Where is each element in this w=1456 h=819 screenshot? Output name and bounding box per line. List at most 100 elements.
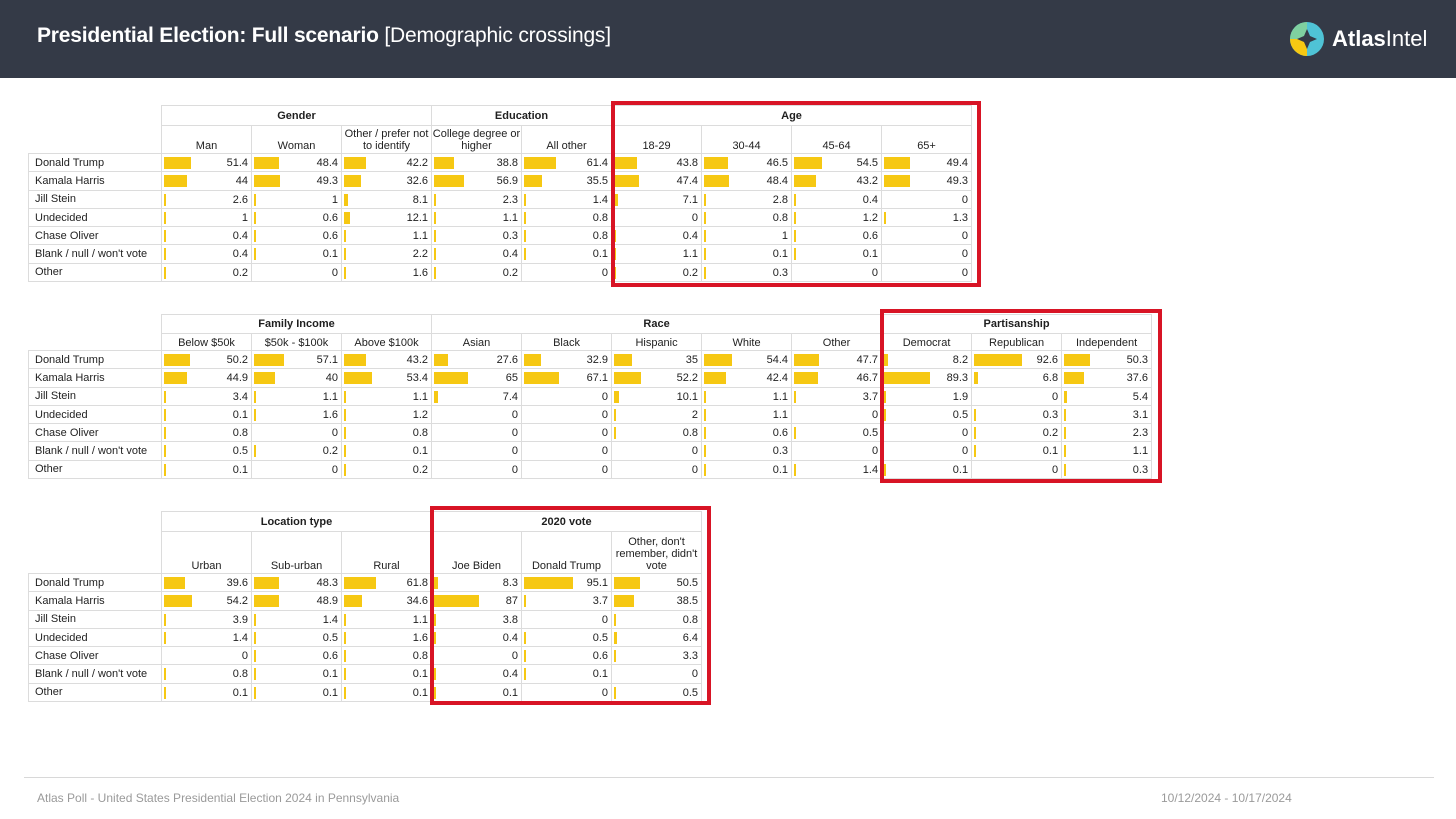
- value-text: 7.4: [502, 390, 519, 403]
- column-header-all-other: All other: [520, 125, 613, 154]
- row-label: Chase Oliver: [28, 226, 162, 246]
- value-text: 0.6: [592, 650, 608, 663]
- value-cell: 0.1: [251, 244, 342, 264]
- value-text: 0.8: [232, 668, 248, 681]
- row-label: Kamala Harris: [28, 591, 162, 611]
- value-text: 0.2: [322, 445, 338, 458]
- value-cell: 0.4: [161, 226, 252, 246]
- value-cell: 35.5: [520, 171, 613, 191]
- value-text: 0: [871, 408, 879, 421]
- value-text: 0.1: [322, 686, 338, 699]
- value-bar: [884, 463, 887, 476]
- row-label: Undecided: [28, 207, 162, 228]
- value-bar: [254, 354, 284, 366]
- value-bar: [1064, 354, 1091, 366]
- value-cell: 0: [431, 423, 523, 443]
- value-bar: [614, 613, 616, 626]
- value-bar: [434, 390, 438, 403]
- value-text: 87: [505, 595, 518, 608]
- value-cell: 0: [431, 441, 523, 461]
- value-text: 0.4: [862, 193, 879, 206]
- value-bar: [164, 613, 167, 626]
- value-cell: 0.5: [791, 423, 883, 443]
- value-text: 0.8: [682, 613, 699, 626]
- value-bar: [344, 230, 346, 243]
- column-header-18-29: 18-29: [611, 125, 703, 154]
- value-cell: 44.9: [161, 368, 252, 388]
- value-text: 56.9: [496, 175, 518, 188]
- value-bar: [344, 463, 346, 476]
- value-text: 0: [511, 463, 519, 476]
- column-header-hispanic: Hispanic: [611, 333, 703, 351]
- value-bar: [344, 427, 346, 440]
- value-text: 54.4: [766, 354, 789, 366]
- value-text: 0.6: [772, 427, 789, 440]
- group-header-location-type: Location type: [161, 511, 432, 532]
- corner-cell: [29, 106, 162, 126]
- value-cell: 0.8: [341, 646, 432, 666]
- value-bar: [344, 354, 367, 366]
- value-bar: [164, 668, 166, 681]
- value-text: 92.6: [1036, 354, 1059, 366]
- value-text: 1.1: [412, 613, 428, 626]
- value-cell: 50.2: [161, 349, 252, 370]
- value-bar: [524, 595, 526, 608]
- value-bar: [614, 157, 637, 169]
- value-text: 0: [691, 668, 699, 681]
- value-cell: 43.2: [340, 349, 433, 370]
- value-cell: 0.8: [340, 423, 433, 443]
- value-bar: [974, 408, 977, 421]
- column-header-other-don-t-remember-didn-t-vote: Other, don't remember, didn't vote: [610, 531, 703, 574]
- group-header-2020-vote: 2020 vote: [430, 511, 703, 532]
- value-cell: 57.1: [251, 349, 342, 370]
- value-text: 0: [601, 686, 608, 699]
- value-cell: 6.8: [971, 368, 1063, 388]
- value-cell: 54.4: [701, 349, 793, 370]
- value-bar: [704, 372, 727, 385]
- value-text: 61.4: [586, 157, 609, 169]
- value-text: 0.5: [232, 445, 248, 458]
- value-text: 0.1: [592, 248, 609, 261]
- footer-source: Atlas Poll - United States Presidential …: [37, 791, 400, 805]
- value-bar: [344, 613, 346, 626]
- demographic-table-location-2020vote: Location type 2020 vote Urban Sub-urban Rura…: [28, 511, 703, 703]
- value-bar: [704, 445, 707, 458]
- value-text: 37.6: [1126, 372, 1149, 385]
- page-title: Presidential Election: Full scenario [De…: [37, 24, 611, 48]
- value-bar: [254, 613, 256, 626]
- value-text: 6.4: [682, 631, 699, 644]
- value-text: 95.1: [586, 577, 608, 589]
- brand-bold: Atlas: [1332, 26, 1386, 51]
- value-cell: 1.4: [520, 189, 613, 209]
- value-bar: [164, 372, 188, 385]
- value-cell: 44: [161, 171, 252, 191]
- brand-name: AtlasIntel: [1332, 26, 1427, 52]
- value-cell: 0.5: [251, 627, 342, 648]
- value-text: 0.4: [502, 248, 518, 261]
- value-text: 0.3: [502, 230, 518, 243]
- value-bar: [434, 266, 436, 279]
- column-header-below-50k: Below $50k: [161, 333, 252, 351]
- value-cell: 65: [431, 368, 523, 388]
- corner-cell: [29, 512, 162, 532]
- value-text: 1: [331, 193, 338, 206]
- value-text: 1.4: [592, 193, 609, 206]
- value-text: 0: [691, 211, 699, 224]
- value-cell: 49.4: [881, 152, 973, 173]
- value-bar: [254, 650, 256, 663]
- value-bar: [164, 266, 166, 279]
- value-bar: [524, 193, 526, 206]
- value-cell: 1.1: [701, 404, 793, 425]
- value-bar: [884, 390, 887, 403]
- row-label: Jill Stein: [28, 609, 162, 629]
- value-cell: 49.3: [251, 171, 342, 191]
- highlight-box-partisanship: [880, 309, 1162, 483]
- value-bar: [974, 445, 977, 458]
- row-label: Blank / null / won't vote: [28, 244, 162, 264]
- value-bar: [794, 390, 797, 403]
- value-bar: [704, 211, 707, 224]
- value-text: 0.2: [232, 266, 248, 279]
- value-text: 34.6: [406, 595, 428, 608]
- value-bar: [164, 686, 166, 699]
- value-bar: [794, 157, 823, 169]
